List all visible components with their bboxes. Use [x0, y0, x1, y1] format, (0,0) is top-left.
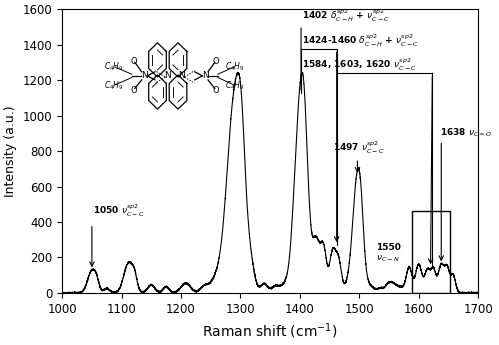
X-axis label: Raman shift (cm$^{-1}$): Raman shift (cm$^{-1}$) — [203, 321, 338, 341]
Text: 1424-1460 $\delta^{sp2}_{C-H}$ + $\nu^{sp2}_{C-C}$: 1424-1460 $\delta^{sp2}_{C-H}$ + $\nu^{s… — [301, 33, 419, 49]
Text: 1584, 1603, 1620 $\nu^{sp2}_{C-C}$: 1584, 1603, 1620 $\nu^{sp2}_{C-C}$ — [301, 57, 417, 73]
Text: 1497 $\nu^{sp2}_{C-C}$: 1497 $\nu^{sp2}_{C-C}$ — [332, 140, 384, 156]
Text: 1402 $\delta^{sp2}_{C-H}$ + $\nu^{sp2}_{C-C}$: 1402 $\delta^{sp2}_{C-H}$ + $\nu^{sp2}_{… — [301, 8, 390, 24]
Y-axis label: Intensity (a.u.): Intensity (a.u.) — [4, 105, 17, 197]
Text: 1050 $\nu^{sp2}_{C-C}$: 1050 $\nu^{sp2}_{C-C}$ — [93, 203, 145, 219]
Text: 1638 $\nu_{C=O}$: 1638 $\nu_{C=O}$ — [440, 126, 492, 139]
Text: 1550
$\nu_{C-N}$: 1550 $\nu_{C-N}$ — [376, 243, 401, 264]
Bar — [412, 211, 450, 293]
